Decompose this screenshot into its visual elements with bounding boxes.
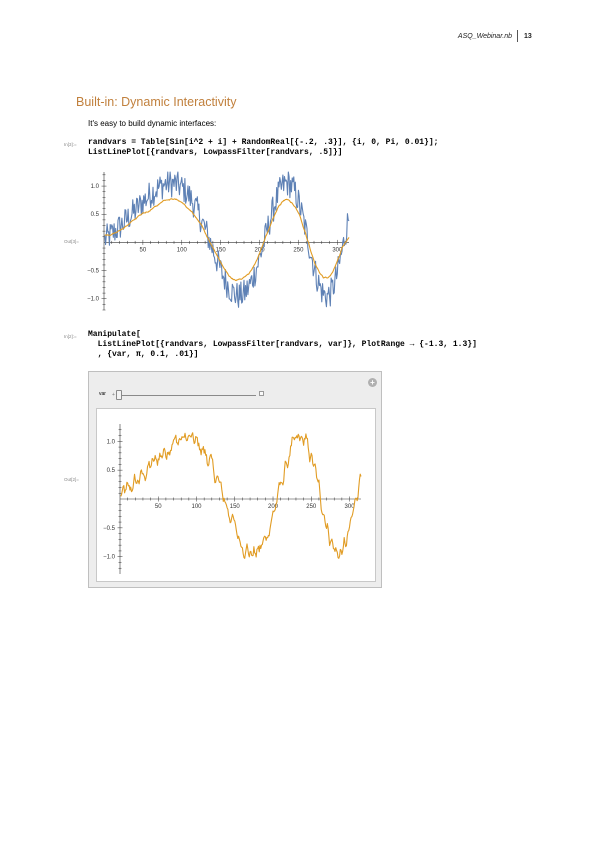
x-tick-label: 150 <box>230 504 241 510</box>
list-line-plot-2: 50 100 150 200 250 300 −1.0 −0.5 0.5 1.0 <box>103 424 362 574</box>
y-tick-label: −0.5 <box>103 526 116 532</box>
input-label-2: In[2]:= <box>64 334 77 339</box>
series-line-1 <box>104 171 350 308</box>
var-slider-track[interactable] <box>118 395 256 396</box>
x-tick-label: 100 <box>177 247 188 253</box>
header-filename: ASQ_Webinar.nb <box>457 33 512 40</box>
x-tick-label: 250 <box>293 247 304 253</box>
axes <box>117 424 361 574</box>
y-tick-label: −1.0 <box>103 555 116 561</box>
axes <box>101 172 349 311</box>
y-tick-label: 1.0 <box>107 439 116 445</box>
x-tick-label: 200 <box>255 247 266 253</box>
input-label-1: In[3]:= <box>64 142 77 147</box>
header-page-number: 13 <box>524 33 532 40</box>
y-tick-label: 0.5 <box>107 468 116 474</box>
x-tick-label: 100 <box>192 504 203 510</box>
add-icon[interactable]: + <box>368 378 377 387</box>
input-cell-1[interactable]: randvars = Table[Sin[i^2 + i] + RandomRe… <box>88 138 439 157</box>
output-label-1: Out[3]= <box>64 239 79 244</box>
var-label: var <box>99 391 106 397</box>
manipulate-output-frame <box>96 408 376 582</box>
y-tick-label: 0.5 <box>91 212 100 218</box>
slider-expand-icon[interactable] <box>259 391 264 396</box>
list-line-plot-1: 50 100 150 200 250 300 −1.0 −0.5 0.5 1.0 <box>87 171 350 311</box>
x-tick-label: 250 <box>306 504 317 510</box>
y-tick-label: 1.0 <box>91 184 100 190</box>
section-title: Built-in: Dynamic Interactivity <box>76 95 237 109</box>
output-label-2: Out[2]= <box>64 477 79 482</box>
y-tick-label: −1.0 <box>87 297 100 303</box>
intro-text: It's easy to build dynamic interfaces: <box>88 119 217 128</box>
x-tick-label: 50 <box>140 247 147 253</box>
var-slider-thumb[interactable] <box>116 390 122 400</box>
x-tick-label: 50 <box>155 504 162 510</box>
series-line-1 <box>120 432 362 559</box>
series-line-2 <box>104 198 350 282</box>
x-tick-label: 200 <box>268 504 279 510</box>
y-tick-label: −0.5 <box>87 269 100 275</box>
x-tick-label: 150 <box>216 247 227 253</box>
slider-plus-icon[interactable]: + <box>112 392 115 398</box>
x-tick-label: 300 <box>345 504 356 510</box>
header-separator <box>517 30 518 42</box>
x-tick-label: 300 <box>332 247 343 253</box>
input-cell-2[interactable]: Manipulate[ ListLinePlot[{randvars, Lowp… <box>88 330 477 359</box>
